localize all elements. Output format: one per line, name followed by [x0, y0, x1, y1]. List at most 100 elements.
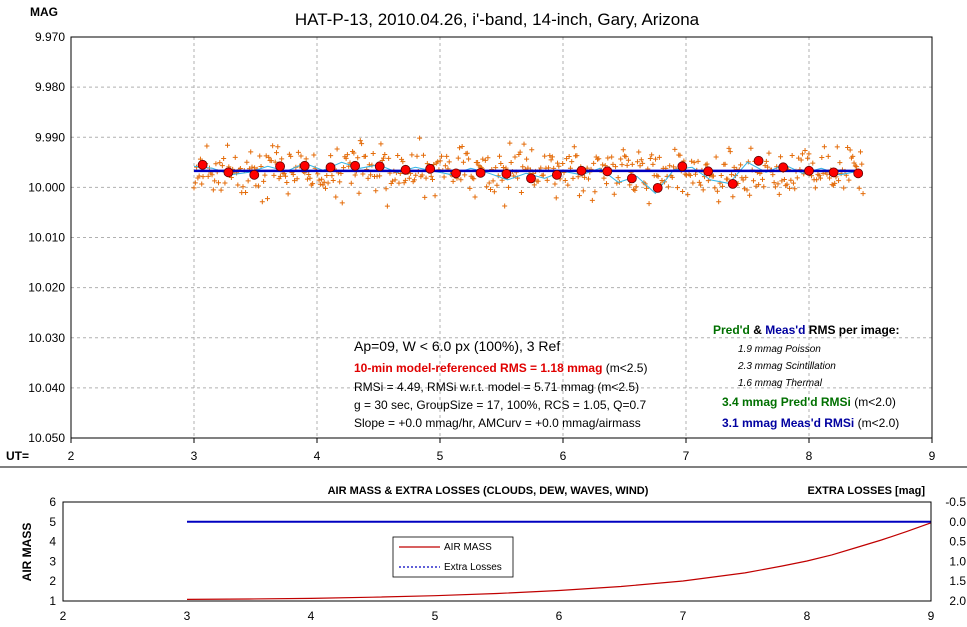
measurement-point: [667, 163, 673, 169]
measurement-point: [243, 190, 249, 196]
measurement-point: [553, 195, 559, 201]
measurement-point: [810, 160, 816, 166]
measurement-point: [760, 176, 766, 182]
measurement-point: [356, 190, 362, 196]
measurement-point: [439, 153, 445, 159]
measurement-point: [609, 154, 615, 160]
measurement-point: [646, 201, 652, 207]
measurement-point: [549, 154, 555, 160]
x-tick-label: 4: [314, 449, 321, 463]
binned-point: [602, 166, 613, 177]
measurement-point: [464, 150, 470, 156]
plot-frame: [70, 36, 933, 439]
measurement-point: [420, 152, 426, 158]
measurement-point: [285, 191, 291, 197]
measurement-point: [744, 187, 750, 193]
measurement-point: [726, 145, 732, 151]
measurement-point: [624, 162, 630, 168]
measurement-point: [814, 177, 820, 183]
measurement-point: [794, 175, 800, 181]
y-tick-label: 1: [49, 594, 56, 608]
measurement-point: [362, 153, 368, 159]
measurement-point: [656, 154, 662, 160]
measurement-point: [386, 155, 392, 161]
measurement-point: [219, 163, 225, 169]
measurement-point: [770, 172, 776, 178]
measurement-point: [441, 174, 447, 180]
y-tick-label: 9.990: [35, 130, 65, 144]
measurement-point: [369, 162, 375, 168]
measurement-point: [334, 146, 340, 152]
y-tick-label: 9.970: [35, 30, 65, 44]
binned-point: [400, 164, 411, 175]
measurement-point: [310, 181, 316, 187]
measurement-point: [562, 177, 568, 183]
measurement-point: [370, 150, 376, 156]
airmass-axis-label: AIR MASS: [20, 523, 34, 582]
measurement-point: [506, 184, 512, 190]
measurement-point: [650, 161, 656, 167]
measurement-point: [423, 175, 429, 181]
measurement-point: [564, 156, 570, 162]
legend: AIR MASS Extra Losses: [392, 536, 514, 578]
measurement-point: [264, 196, 270, 202]
predd-rmsi-cond: (m<2.0): [854, 395, 896, 409]
binned-point: [501, 168, 512, 179]
measurement-point: [544, 177, 550, 183]
measurement-point: [232, 154, 238, 160]
measurement-point: [429, 176, 435, 182]
y-tick-label: 6: [49, 495, 56, 509]
y-tick-labels: 9.970 9.980 9.990 10.000 10.010 10.020 10.030 1…: [28, 30, 65, 445]
y-tick-label: 9.980: [35, 80, 65, 94]
measurement-point: [711, 173, 717, 179]
measurement-point: [502, 203, 508, 209]
measurement-point: [414, 153, 420, 159]
measurement-point: [373, 188, 379, 194]
measurement-point: [360, 171, 366, 177]
airmass-plot-frame: [62, 501, 932, 602]
y-tick-label: 4: [49, 535, 56, 549]
x-tick-label: 2: [68, 449, 75, 463]
measurement-point: [653, 156, 659, 162]
airmass-line: [186, 522, 932, 600]
measurement-point: [248, 149, 254, 155]
measurement-point: [266, 154, 272, 160]
measd-rmsi-cond: (m<2.0): [858, 416, 900, 430]
measurement-point: [827, 175, 833, 181]
y2-tick-label: 0.5: [949, 535, 966, 549]
measurement-point: [712, 185, 718, 191]
measurement-point: [368, 172, 374, 178]
measurement-point: [787, 185, 793, 191]
measurement-point: [859, 161, 865, 167]
measurement-point: [196, 173, 202, 179]
measurement-point: [570, 175, 576, 181]
measurement-point: [857, 149, 863, 155]
measurement-point: [615, 175, 621, 181]
measurement-point: [529, 147, 535, 153]
measd-rmsi-text: 3.1 mmag Meas'd RMSi (m<2.0): [722, 416, 899, 430]
measurement-point: [779, 178, 785, 184]
measurement-point: [625, 157, 631, 163]
measurement-point: [303, 156, 309, 162]
measurement-point: [632, 187, 638, 193]
y2-tick-label: 1.5: [949, 574, 966, 588]
measurement-point: [812, 185, 818, 191]
measurement-point: [600, 162, 606, 168]
measurement-point: [776, 191, 782, 197]
measurement-point: [244, 159, 250, 165]
measurement-point: [775, 181, 781, 187]
measurement-point: [491, 189, 497, 195]
measurement-point: [359, 141, 365, 147]
measurement-point: [400, 159, 406, 165]
measurement-point: [687, 173, 693, 179]
x-tick-label: 3: [184, 609, 191, 623]
measurement-point: [560, 161, 566, 167]
measurement-point: [486, 180, 492, 186]
measurement-point: [741, 186, 747, 192]
measurement-point: [571, 144, 577, 150]
x-tick-label: 6: [556, 609, 563, 623]
measurement-point: [805, 155, 811, 161]
measurement-point: [471, 176, 477, 182]
measurement-point: [384, 203, 390, 209]
measurement-point: [720, 183, 726, 189]
